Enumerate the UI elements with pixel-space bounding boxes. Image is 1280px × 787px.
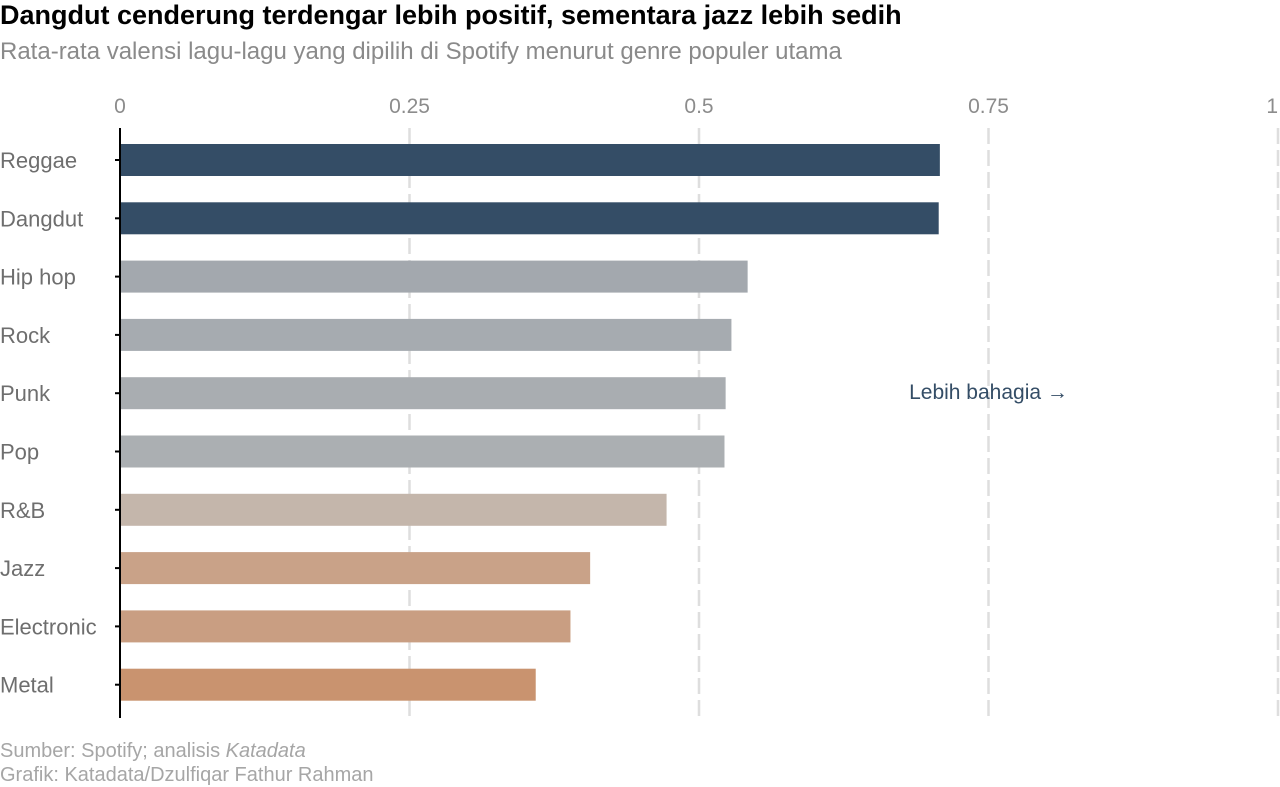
bar-rock bbox=[120, 318, 732, 351]
category-label: Punk bbox=[0, 381, 51, 406]
y-axis-tick-marks bbox=[115, 159, 120, 686]
source-prefix: Sumber: Spotify; analisis bbox=[0, 740, 226, 762]
x-tick-label: 0.25 bbox=[389, 95, 430, 118]
bar-electronic bbox=[120, 610, 571, 643]
bar-jazz bbox=[120, 552, 591, 585]
category-label: Jazz bbox=[0, 556, 45, 581]
source-note: Sumber: Spotify; analisis Katadata bbox=[0, 740, 306, 763]
category-label: Hip hop bbox=[0, 265, 76, 290]
bar-pop bbox=[120, 435, 725, 468]
category-label: Rock bbox=[0, 323, 51, 348]
category-label: Metal bbox=[0, 673, 54, 698]
bar-reggae bbox=[120, 144, 940, 176]
bar-dangdut bbox=[120, 202, 939, 235]
chart-title: Dangdut cenderung terdengar lebih positi… bbox=[0, 0, 902, 30]
bar-r-b bbox=[120, 493, 667, 526]
source-italic: Katadata bbox=[225, 740, 306, 762]
credit-note: Grafik: Katadata/Dzulfiqar Fathur Rahman bbox=[0, 764, 374, 786]
category-labels: Reggae Dangdut Hip hop Rock Punk Pop R&B Jazz El… bbox=[0, 148, 97, 698]
category-label: Electronic bbox=[0, 614, 97, 639]
x-tick-label: 1 bbox=[1266, 95, 1278, 118]
x-axis-ticks: 0 0.25 0.5 0.75 1 bbox=[114, 95, 1278, 118]
chart-subtitle: Rata-rata valensi lagu-lagu yang dipilih… bbox=[0, 38, 842, 65]
annotation-lebih-bahagia: Lebih bahagia → bbox=[909, 381, 1068, 404]
bar-punk bbox=[120, 377, 726, 410]
category-label: Dangdut bbox=[0, 206, 83, 231]
category-label: R&B bbox=[0, 498, 45, 523]
x-tick-label: 0.5 bbox=[684, 95, 713, 118]
x-tick-label: 0 bbox=[114, 95, 126, 118]
x-tick-label: 0.75 bbox=[968, 95, 1009, 118]
bars bbox=[120, 144, 940, 701]
category-label: Reggae bbox=[0, 148, 77, 173]
bar-hip-hop bbox=[120, 260, 748, 293]
category-label: Pop bbox=[0, 440, 39, 465]
bar-metal bbox=[120, 668, 536, 701]
